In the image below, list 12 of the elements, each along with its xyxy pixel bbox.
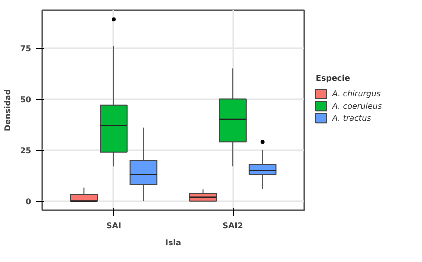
legend-title: Especie <box>316 74 351 83</box>
y-tick-label: 50 <box>20 95 32 104</box>
y-tick-label: 0 <box>26 197 32 206</box>
y-axis-title: Densidad <box>3 89 12 132</box>
y-tick-label: 75 <box>20 44 32 54</box>
x-axis-title: Isla <box>166 238 182 248</box>
legend-label: A. tractus <box>332 114 372 123</box>
legend-label: A. coeruleus <box>332 102 382 111</box>
y-tick-label: 25 <box>20 146 32 156</box>
x-tick-label: SAI <box>106 222 122 230</box>
legend-label: A. chirurgus <box>332 90 381 99</box>
x-tick-label: SAI2 <box>222 222 244 230</box>
